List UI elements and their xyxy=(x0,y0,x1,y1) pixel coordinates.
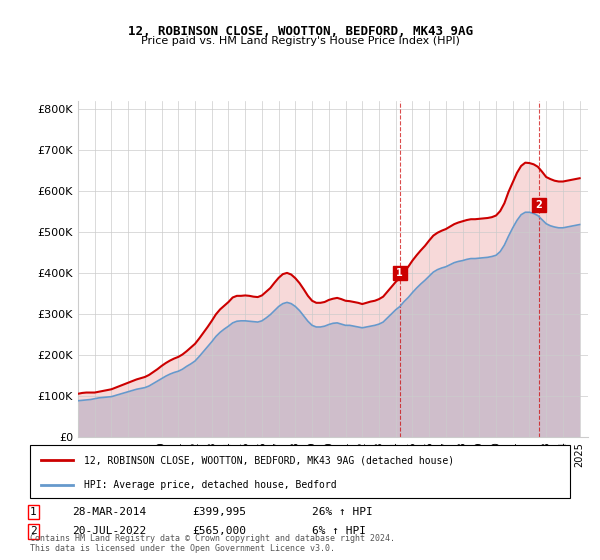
Text: Contains HM Land Registry data © Crown copyright and database right 2024.
This d: Contains HM Land Registry data © Crown c… xyxy=(30,534,395,553)
Text: 2: 2 xyxy=(535,200,542,211)
Text: 6% ↑ HPI: 6% ↑ HPI xyxy=(312,526,366,536)
Text: 12, ROBINSON CLOSE, WOOTTON, BEDFORD, MK43 9AG (detached house): 12, ROBINSON CLOSE, WOOTTON, BEDFORD, MK… xyxy=(84,455,454,465)
Text: 12, ROBINSON CLOSE, WOOTTON, BEDFORD, MK43 9AG: 12, ROBINSON CLOSE, WOOTTON, BEDFORD, MK… xyxy=(128,25,473,38)
Text: 1: 1 xyxy=(30,507,37,517)
FancyBboxPatch shape xyxy=(30,445,570,498)
Text: HPI: Average price, detached house, Bedford: HPI: Average price, detached house, Bedf… xyxy=(84,480,337,490)
Text: 26% ↑ HPI: 26% ↑ HPI xyxy=(312,507,373,517)
Text: 28-MAR-2014: 28-MAR-2014 xyxy=(72,507,146,517)
Text: 1: 1 xyxy=(397,268,403,278)
Text: 2: 2 xyxy=(30,526,37,536)
Text: £565,000: £565,000 xyxy=(192,526,246,536)
Text: Price paid vs. HM Land Registry's House Price Index (HPI): Price paid vs. HM Land Registry's House … xyxy=(140,36,460,46)
Text: 20-JUL-2022: 20-JUL-2022 xyxy=(72,526,146,536)
Text: £399,995: £399,995 xyxy=(192,507,246,517)
